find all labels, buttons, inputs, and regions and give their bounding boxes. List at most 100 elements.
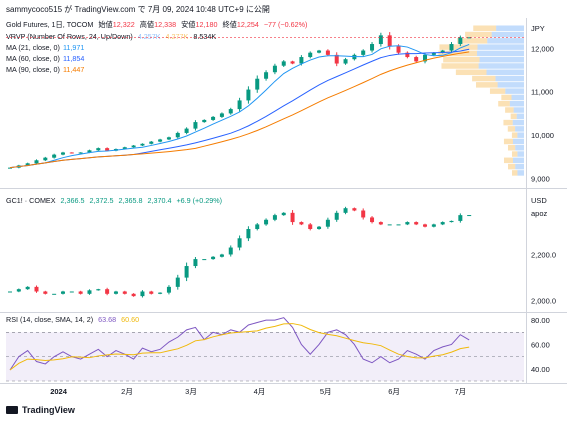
comex-candle [290, 212, 295, 223]
comex-candle [325, 219, 330, 227]
gold-candle [131, 145, 136, 148]
pane3-y-tick-label: 40.00 [531, 365, 550, 374]
gold-candle [290, 61, 295, 64]
comex-candle [52, 293, 57, 295]
vrvp-down-bar [455, 69, 487, 76]
pane2-close: 2,370.4 [147, 196, 172, 205]
vrvp-up-bar [516, 113, 524, 120]
comex-candle [370, 217, 375, 223]
gold-candle [343, 59, 348, 64]
pane1-currency: JPY [531, 24, 545, 33]
comex-candle [8, 291, 12, 293]
comex-candle [264, 219, 269, 225]
rsi-legend: RSI (14, close, SMA, 14, 2) 63.68 60.60 [6, 315, 142, 324]
rsi-label: RSI (14, close, SMA, 14, 2) [6, 315, 94, 324]
comex-candle [184, 266, 189, 278]
vrvp-up-bar [512, 157, 524, 164]
gold-candle [405, 52, 410, 58]
comex-candle [193, 259, 198, 267]
gold-candle [458, 37, 463, 45]
vrvp-up-bar [515, 144, 524, 151]
vrvp-up-bar [491, 31, 524, 38]
vrvp-up-bar [478, 63, 524, 69]
vrvp-up-bar [513, 107, 524, 113]
tradingview-logo-icon [6, 406, 18, 414]
comex-candle [281, 212, 286, 216]
ma90-legend: MA (90, close, 0) 11,447 [6, 65, 87, 74]
vrvp-down-bar [473, 25, 497, 31]
vrvp-down-bar [443, 56, 480, 63]
vrvp-up-bar [511, 94, 524, 101]
gold-candle [43, 157, 48, 161]
comex-candle [414, 222, 419, 225]
gold-candle [52, 154, 57, 158]
gold-candle [96, 148, 101, 151]
vrvp-down-bar [510, 113, 517, 120]
vrvp-down-bar [439, 44, 478, 50]
comex-candle [343, 208, 348, 213]
x-tick-label: 5月 [320, 387, 332, 396]
comex-candle [131, 293, 136, 297]
gold-candle [158, 139, 163, 142]
vrvp-up-bar [505, 88, 524, 94]
vrvp-down-bar [457, 38, 488, 44]
comex-candle [69, 291, 74, 293]
gold-candle [370, 44, 375, 51]
ma90-line [9, 51, 470, 169]
pane1-y-tick-label: 10,000 [531, 131, 554, 140]
vrvp-legend: VRVP (Number Of Rows, 24, Up/Down) 4.257… [6, 32, 219, 41]
comex-candle [158, 292, 163, 294]
gold-candle [308, 52, 313, 58]
pane2-low: 2,365.8 [118, 196, 143, 205]
comex-candle [60, 291, 65, 294]
vrvp-up-bar [496, 25, 524, 31]
gold-candle [396, 46, 401, 53]
gold-candle [378, 35, 383, 45]
vrvp-down-bar [501, 94, 512, 101]
ma60-label: MA (60, close, 0) [6, 54, 60, 63]
comex-candle [149, 291, 154, 294]
gold-candle [149, 141, 154, 144]
gold-candle [255, 78, 260, 90]
gold-candle [467, 37, 472, 39]
comex-candle [166, 286, 171, 293]
vrvp-down-bar [472, 75, 496, 82]
pane2-high: 2,372.5 [89, 196, 114, 205]
pane1-symbol-line: Gold Futures, 1日, TOCOM 始値12,322 高値12,33… [6, 20, 310, 29]
comex-candle [423, 224, 428, 227]
gold-candle [237, 100, 242, 110]
gold-candle [414, 57, 419, 62]
comex-candle [43, 291, 48, 294]
gold-candle [166, 137, 171, 140]
vrvp-label: VRVP (Number Of Rows, 24, Up/Down) [6, 32, 133, 41]
gold-candle [193, 122, 198, 129]
rsi-sma-value: 60.60 [121, 315, 140, 324]
pane2-y-tick-label: 2,000.0 [531, 297, 556, 306]
gold-candle [272, 65, 277, 73]
publish-line: sammycoco515 が TradingView.com で 7月 09, … [6, 5, 270, 14]
vrvp-up-bar [515, 126, 524, 132]
ma21-value: 11,971 [62, 43, 85, 52]
ma60-legend: MA (60, close, 0) 11,854 [6, 54, 87, 63]
x-tick-label: 3月 [185, 387, 197, 396]
vrvp-down-bar [507, 163, 516, 170]
vrvp-down-bar [465, 31, 492, 38]
pane1-close: 12,254 [236, 20, 259, 29]
pane1-open: 12,322 [112, 20, 135, 29]
comex-candle [431, 224, 436, 227]
gold-candle [334, 54, 339, 64]
comex-candle [458, 215, 463, 221]
comex-candle [25, 286, 30, 290]
comex-candle [219, 254, 224, 257]
pane2-unit: apoz [531, 209, 548, 218]
comex-candle [299, 222, 304, 225]
vrvp-up-bar [495, 75, 524, 82]
vrvp-up-bar [487, 38, 524, 44]
comex-candle [96, 289, 101, 291]
pane1-y-tick-label: 12,000 [531, 44, 554, 53]
vrvp-up-bar [477, 44, 524, 50]
vrvp-up-bar [517, 170, 524, 176]
pane1-high: 12,338 [154, 20, 177, 29]
comex-candle [237, 238, 242, 248]
